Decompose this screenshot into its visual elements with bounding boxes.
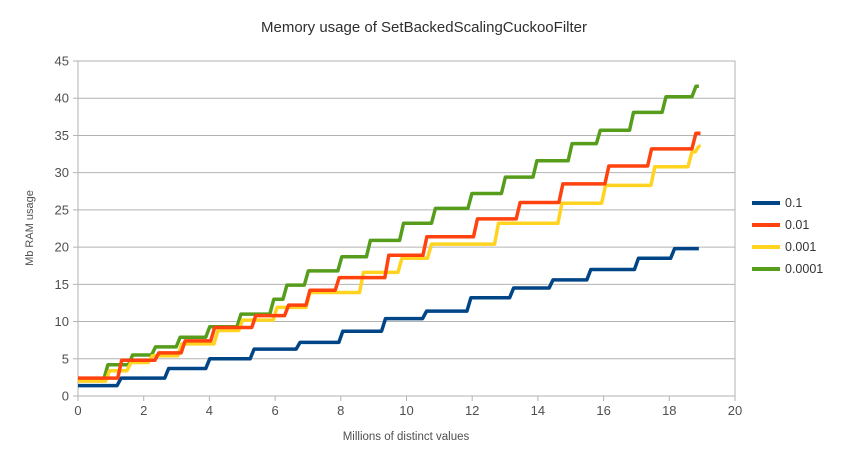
svg-text:12: 12 bbox=[465, 403, 479, 418]
legend-color-swatch bbox=[752, 245, 780, 249]
legend-color-swatch bbox=[752, 267, 780, 271]
chart-title: Memory usage of SetBackedScalingCuckooFi… bbox=[261, 19, 587, 36]
legend: 0.1 0.01 0.001 0.0001 bbox=[752, 192, 823, 280]
legend-label: 0.1 bbox=[785, 196, 803, 210]
legend-label: 0.0001 bbox=[785, 262, 824, 276]
svg-text:25: 25 bbox=[55, 202, 69, 217]
svg-text:18: 18 bbox=[662, 403, 676, 418]
svg-text:14: 14 bbox=[531, 403, 545, 418]
svg-text:35: 35 bbox=[55, 128, 69, 143]
svg-text:0: 0 bbox=[62, 389, 69, 404]
svg-text:8: 8 bbox=[337, 403, 344, 418]
legend-label: 0.01 bbox=[785, 218, 810, 232]
svg-text:30: 30 bbox=[55, 165, 69, 180]
svg-text:10: 10 bbox=[399, 403, 413, 418]
y-axis-title: Mb RAM usage bbox=[24, 190, 36, 266]
legend-label: 0.001 bbox=[785, 240, 817, 254]
svg-text:40: 40 bbox=[55, 91, 69, 106]
legend-color-swatch bbox=[752, 223, 780, 227]
svg-text:45: 45 bbox=[55, 54, 69, 69]
legend-item: 0.0001 bbox=[752, 258, 823, 280]
svg-text:10: 10 bbox=[55, 314, 69, 329]
legend-item: 0.01 bbox=[752, 214, 823, 236]
legend-color-swatch bbox=[752, 201, 780, 205]
legend-item: 0.001 bbox=[752, 236, 823, 258]
svg-text:2: 2 bbox=[140, 403, 147, 418]
svg-text:20: 20 bbox=[728, 403, 742, 418]
svg-text:20: 20 bbox=[55, 240, 69, 255]
svg-text:16: 16 bbox=[596, 403, 610, 418]
svg-text:6: 6 bbox=[271, 403, 278, 418]
svg-text:5: 5 bbox=[62, 351, 69, 366]
svg-text:0: 0 bbox=[74, 403, 81, 418]
x-axis-title: Millions of distinct values bbox=[342, 431, 470, 443]
svg-text:15: 15 bbox=[55, 277, 69, 292]
svg-text:4: 4 bbox=[206, 403, 213, 418]
legend-item: 0.1 bbox=[752, 192, 823, 214]
